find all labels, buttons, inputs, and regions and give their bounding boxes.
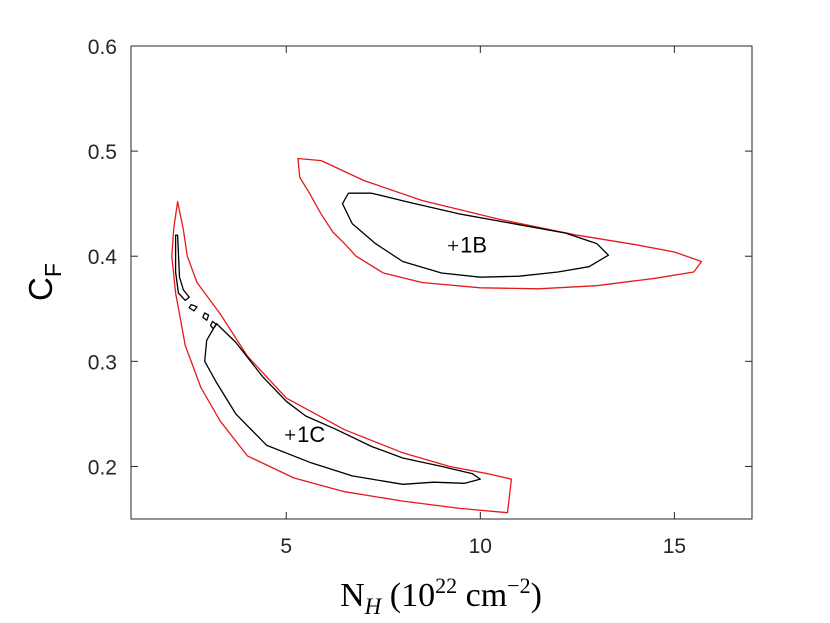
- contour-inner-1c: [204, 322, 481, 485]
- best-fit-label: 1C: [297, 422, 325, 447]
- best-fit-marker: [285, 429, 296, 440]
- x-axis-label: NH (1022 cm−2): [340, 573, 542, 619]
- y-tick-label: 0.2: [88, 456, 117, 479]
- x-axis-label-open: (10: [381, 577, 435, 614]
- x-axis-label-sub: H: [364, 594, 383, 619]
- contour-outer-1b: [297, 157, 703, 290]
- best-fit-label: 1B: [460, 233, 487, 258]
- contour-inner-1b: [341, 192, 610, 278]
- x-tick-label: 5: [280, 535, 292, 558]
- x-axis-label-mid: cm: [457, 577, 507, 614]
- x-axis-label-exp2: −2: [507, 573, 530, 598]
- y-tick-label: 0.4: [88, 246, 118, 269]
- best-fit-marker: [448, 240, 459, 251]
- y-axis-label: CF: [22, 263, 66, 301]
- y-tick-label: 0.6: [88, 36, 117, 59]
- contour-outer-1c: [171, 200, 513, 514]
- x-axis-label-close: ): [531, 577, 542, 614]
- y-axis-label-base: C: [22, 277, 59, 301]
- contour-inner-1c-tip: [174, 234, 190, 302]
- contour-inner-1c-island-c: [209, 320, 218, 330]
- tick-marks: [131, 45, 752, 519]
- tick-labels: 5 10 15 0.2 0.3 0.4 0.5 0.6: [88, 36, 686, 558]
- x-axis-label-exp1: 22: [435, 573, 457, 598]
- contour-inner-1c-island-a: [188, 303, 198, 312]
- x-axis-label-base: N: [340, 577, 365, 614]
- y-tick-label: 0.3: [88, 351, 117, 374]
- y-axis-label-sub: F: [40, 263, 66, 277]
- x-tick-label: 10: [469, 535, 492, 558]
- confidence-contours: [171, 157, 703, 514]
- y-tick-label: 0.5: [88, 141, 117, 164]
- x-tick-label: 15: [663, 535, 686, 558]
- plot-area: [130, 45, 753, 520]
- best-fit-markers: 1B 1C: [285, 233, 487, 447]
- contour-inner-1c-island-b: [202, 312, 210, 321]
